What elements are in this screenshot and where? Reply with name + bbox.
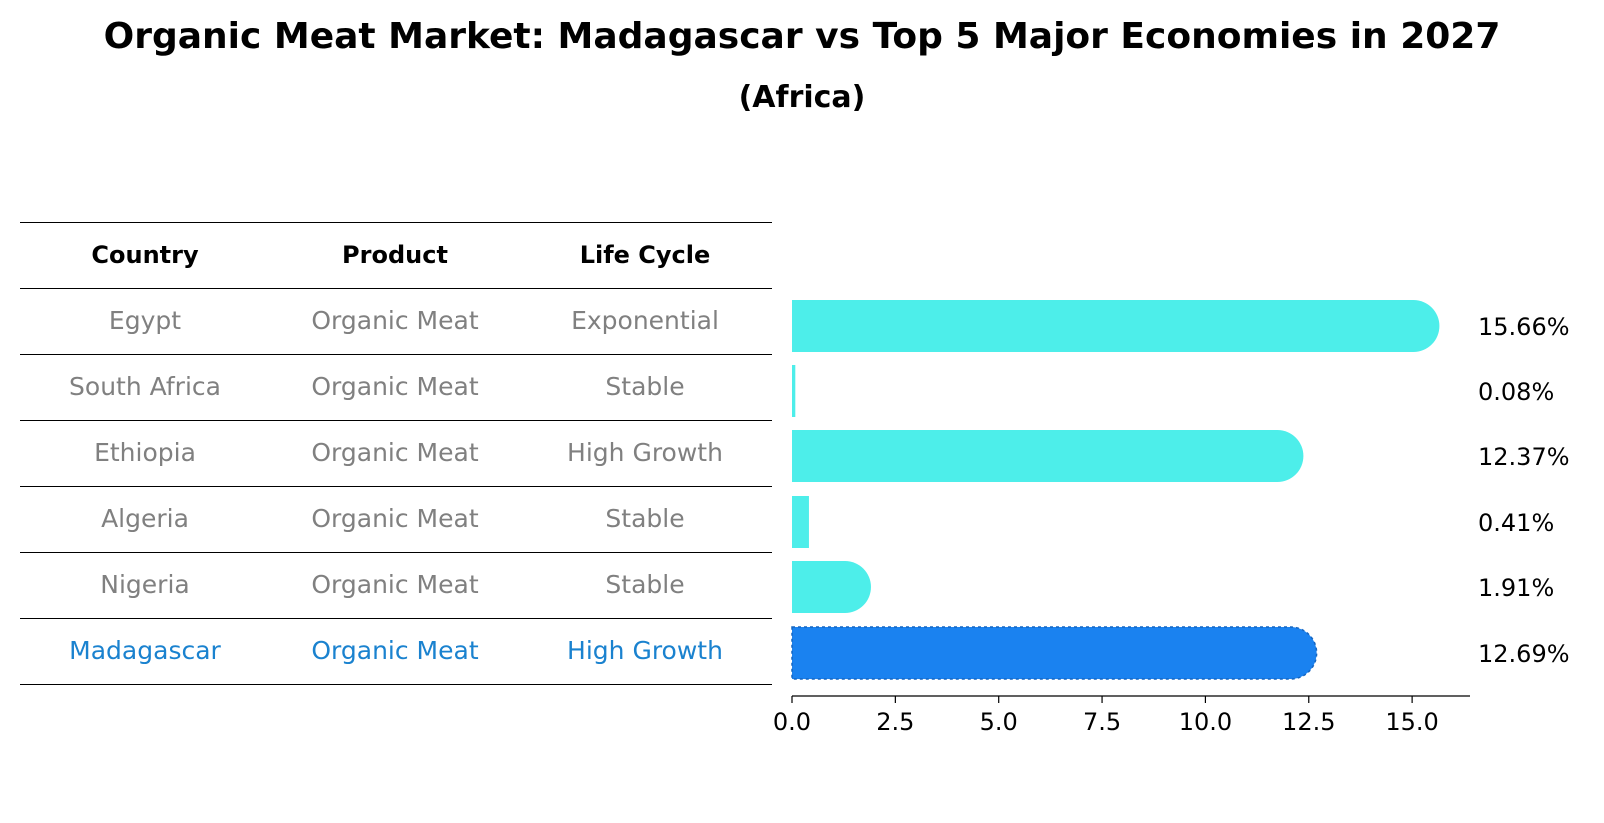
table-cell-product: Organic Meat: [311, 570, 479, 599]
x-tick-label: 10.0: [1179, 708, 1232, 736]
bar: [792, 365, 796, 417]
table-cell-product: Organic Meat: [311, 636, 479, 665]
table-cell-life-cycle: Stable: [605, 504, 685, 533]
table-cell-country: Ethiopia: [94, 438, 196, 467]
bar: [792, 300, 1440, 352]
table-cell-product: Organic Meat: [311, 504, 479, 533]
table-rule: [20, 552, 772, 553]
table-rule: [20, 288, 772, 289]
table-rule: [20, 420, 772, 421]
table-cell-country: Madagascar: [69, 636, 221, 665]
bar: [791, 626, 1318, 680]
x-tick-label: 5.0: [980, 708, 1018, 736]
table-rule: [20, 486, 772, 487]
table-rule: [20, 354, 772, 355]
table-cell-life-cycle: Exponential: [571, 306, 719, 335]
data-label: 0.08%: [1478, 378, 1554, 406]
table-cell-product: Organic Meat: [311, 306, 479, 335]
chart-title: Organic Meat Market: Madagascar vs Top 5…: [103, 16, 1501, 57]
x-tick-label: 12.5: [1282, 708, 1335, 736]
table-cell-country: Algeria: [101, 504, 189, 533]
x-tick-label: 7.5: [1083, 708, 1121, 736]
table-rule: [20, 222, 772, 223]
table-cell-life-cycle: High Growth: [567, 438, 723, 467]
data-label: 15.66%: [1478, 313, 1570, 341]
x-tick-label: 2.5: [876, 708, 914, 736]
data-label: 12.69%: [1478, 640, 1570, 668]
column-header: Country: [91, 241, 199, 269]
chart-subtitle: (Africa): [738, 80, 866, 115]
bar: [792, 561, 871, 613]
table-cell-product: Organic Meat: [311, 438, 479, 467]
data-label: 0.41%: [1478, 509, 1554, 537]
table-cell-country: South Africa: [69, 372, 221, 401]
column-header: Life Cycle: [579, 241, 711, 269]
table-rule: [20, 618, 772, 619]
table-cell-product: Organic Meat: [311, 372, 479, 401]
column-header: Product: [342, 241, 448, 269]
table-cell-life-cycle: High Growth: [567, 636, 723, 665]
table-cell-life-cycle: Stable: [605, 570, 685, 599]
bar: [792, 430, 1304, 482]
table-cell-life-cycle: Stable: [605, 372, 685, 401]
data-label: 1.91%: [1478, 574, 1554, 602]
table-rule: [20, 684, 772, 685]
table-cell-country: Nigeria: [100, 570, 190, 599]
x-tick-label: 15.0: [1385, 708, 1438, 736]
x-tick-label: 0.0: [773, 708, 811, 736]
data-label: 12.37%: [1478, 443, 1570, 471]
table-cell-country: Egypt: [108, 306, 182, 335]
bar: [792, 496, 809, 548]
